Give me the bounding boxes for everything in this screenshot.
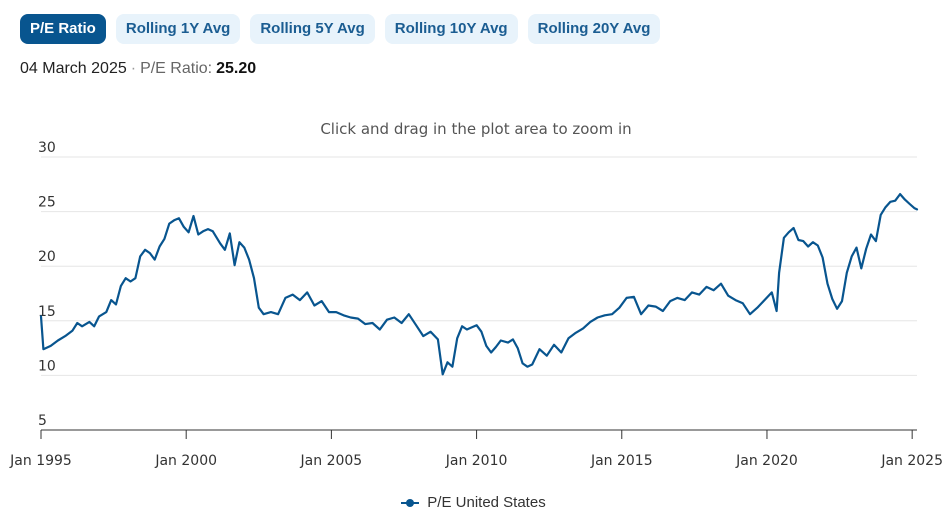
chart-legend: P/E United States <box>0 494 947 513</box>
grid-lines <box>41 156 917 376</box>
x-tick-label: Jan 2020 <box>735 453 798 469</box>
tab-rolling-1y-avg[interactable]: Rolling 1Y Avg <box>115 14 241 44</box>
x-axis: Jan 1995 Jan 2000 Jan 2005 Jan 2010 Jan 2015… <box>9 429 943 469</box>
tab-rolling-20y-avg[interactable]: Rolling 20Y Avg <box>527 14 661 44</box>
x-tick-label: Jan 1995 <box>9 453 72 469</box>
pe-line-chart[interactable]: Click and drag in the plot area to zoom … <box>0 0 947 490</box>
y-tick-label: 30 <box>38 140 56 156</box>
y-axis-ticks: 5 10 15 20 25 30 <box>38 140 56 429</box>
legend-label: P/E United States <box>427 494 546 511</box>
chart-subtitle: Click and drag in the plot area to zoom … <box>320 120 631 138</box>
y-tick-label: 5 <box>38 413 47 429</box>
readout-value: 25.20 <box>216 60 257 77</box>
tab-pe-ratio[interactable]: P/E Ratio <box>20 14 106 44</box>
x-tick-label: Jan 2005 <box>300 453 363 469</box>
series-line-pe-united-states[interactable] <box>39 193 919 376</box>
range-tabs: P/E Ratio Rolling 1Y Avg Rolling 5Y Avg … <box>20 14 661 44</box>
legend-item-pe-united-states[interactable]: P/E United States <box>401 494 546 511</box>
y-tick-label: 10 <box>38 358 56 374</box>
series-layer <box>39 193 919 376</box>
tab-rolling-5y-avg[interactable]: Rolling 5Y Avg <box>250 14 375 44</box>
x-tick-label: Jan 2010 <box>445 453 508 469</box>
x-tick-label: Jan 2015 <box>590 453 653 469</box>
readout-separator: · <box>130 60 137 77</box>
value-readout: 04 March 2025 · P/E Ratio: 25.20 <box>20 60 256 78</box>
y-tick-label: 20 <box>38 249 56 265</box>
readout-label: P/E Ratio: <box>140 60 213 77</box>
tab-rolling-10y-avg[interactable]: Rolling 10Y Avg <box>384 14 518 44</box>
x-tick-label: Jan 2000 <box>154 453 217 469</box>
x-tick-label: Jan 2025 <box>880 453 943 469</box>
y-tick-label: 15 <box>38 304 56 320</box>
y-tick-label: 25 <box>38 195 56 211</box>
readout-date: 04 March 2025 <box>20 60 127 77</box>
legend-line-marker-icon <box>401 497 420 509</box>
